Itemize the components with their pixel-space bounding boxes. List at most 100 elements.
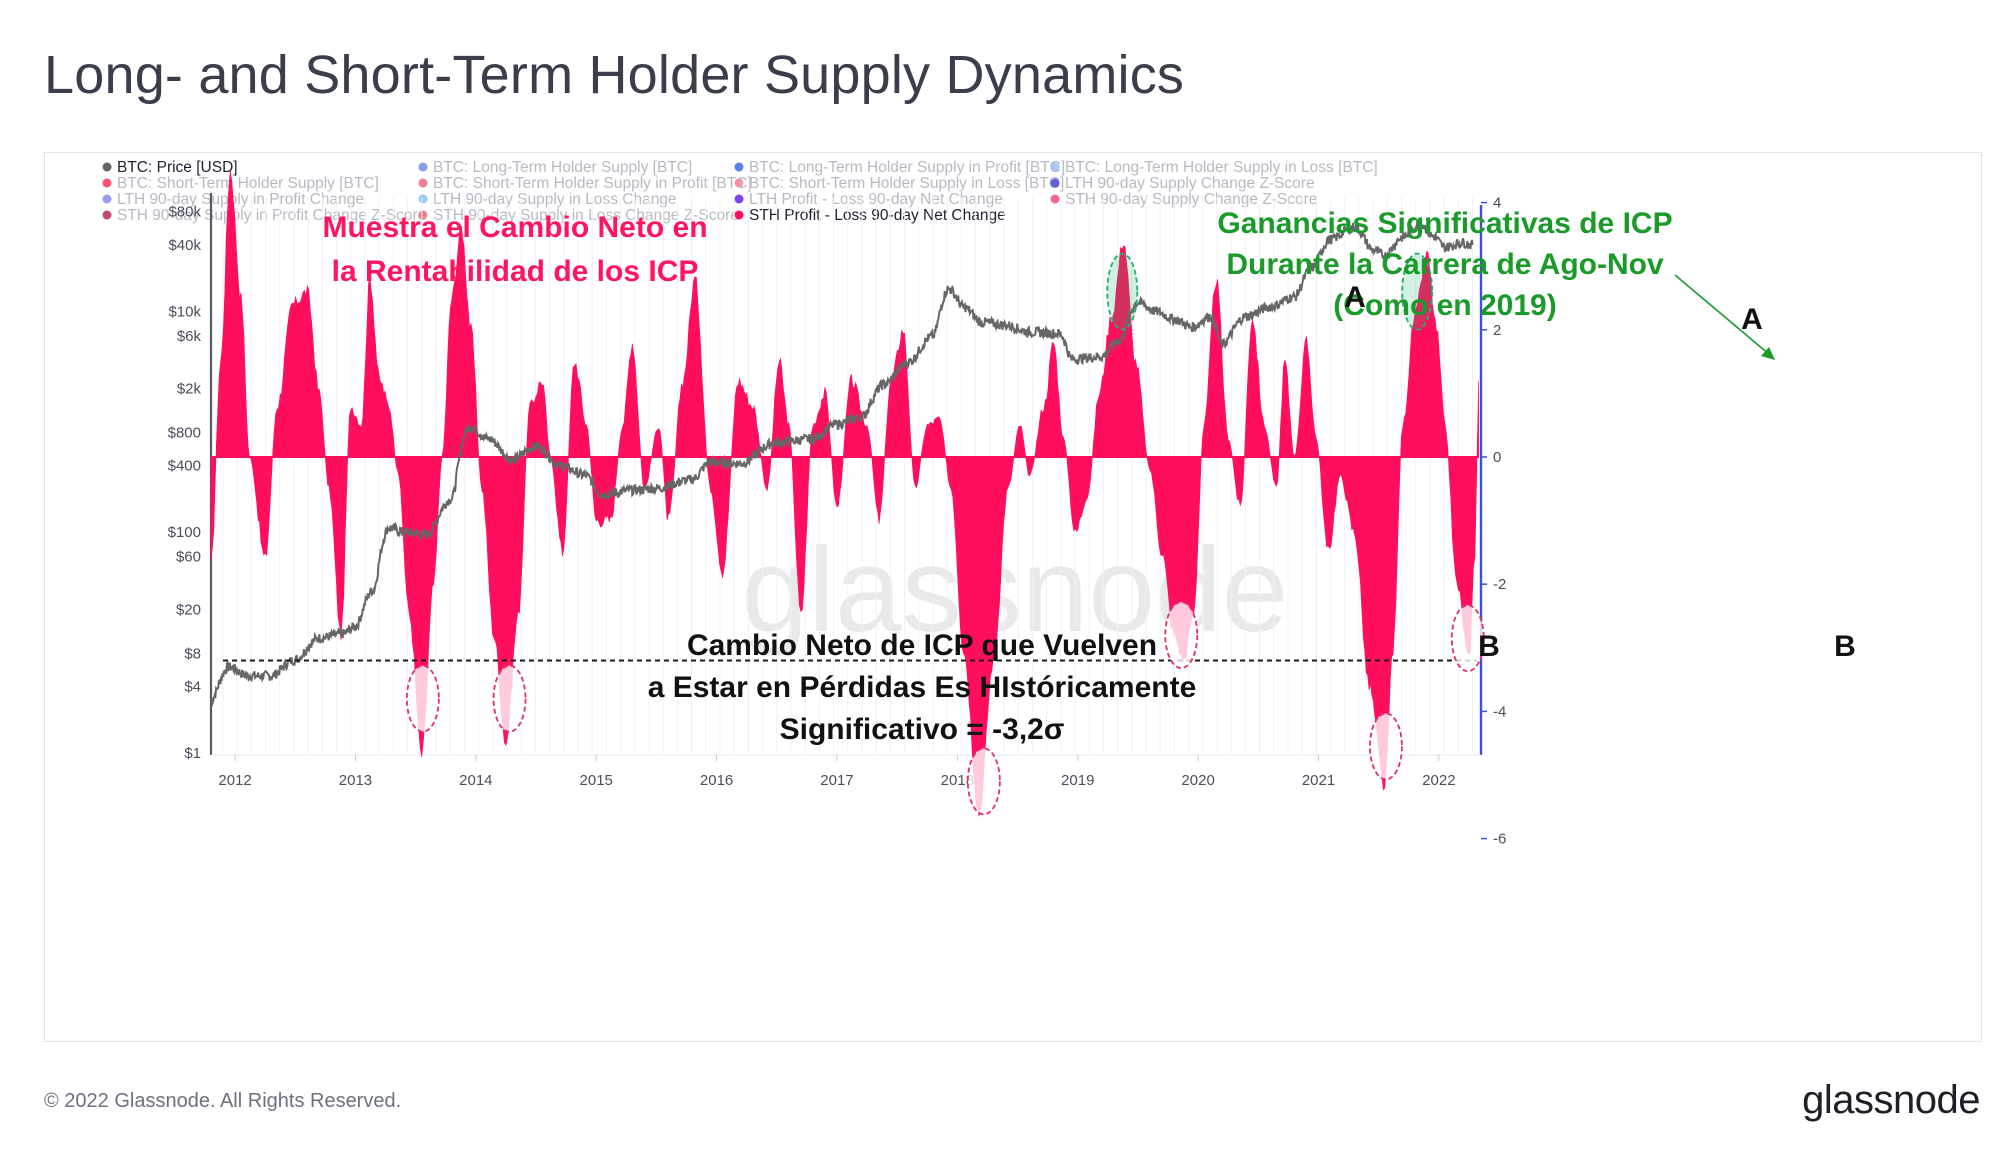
gain-highlight-ellipse xyxy=(1106,252,1139,331)
legend-item[interactable]: LTH 90-day Supply in Loss Change xyxy=(418,191,677,208)
x-tick-label: 2012 xyxy=(218,772,251,789)
legend-label: BTC: Long-Term Holder Supply in Profit [… xyxy=(749,159,1065,176)
highlight-ellipses xyxy=(405,252,1485,816)
chart-panel: BTC: Price [USD] BTC: Long-Term Holder Su… xyxy=(44,152,1982,1042)
label-b: B xyxy=(1834,630,1856,663)
y-left-tick-label: $40k xyxy=(168,237,201,254)
legend-label: STH Profit - Loss 90-day Net Change xyxy=(749,207,1006,224)
y-right-tick-label: 4 xyxy=(1493,195,1501,212)
legend-swatch xyxy=(734,178,744,188)
right-annotation-line: Durante la Carrera de Ago-Nov xyxy=(1226,248,1664,281)
label-b: B xyxy=(1478,630,1500,663)
bottom-annotation-line: Cambio Neto de ICP que Vuelven xyxy=(687,629,1157,662)
x-tick-label: 2015 xyxy=(580,772,613,789)
legend-label: LTH 90-day Supply in Profit Change xyxy=(117,191,364,208)
y-left-tick-label: $800 xyxy=(168,424,201,441)
loss-highlight-ellipse xyxy=(405,664,440,733)
legend-item[interactable]: LTH 90-day Supply in Profit Change xyxy=(102,191,365,208)
y-right-tick-label: -6 xyxy=(1493,831,1506,848)
y-left-tick-label: $6k xyxy=(177,328,202,345)
bottom-annotation-line: Significativo = -3,2σ xyxy=(780,713,1065,746)
loss-highlight-ellipse xyxy=(966,747,1001,816)
right-annotation-line: (Como en 2019) xyxy=(1333,289,1556,322)
right-annotation-line: Ganancias Significativas de ICP xyxy=(1217,207,1672,240)
loss-highlight-ellipse xyxy=(492,664,527,733)
x-tick-label: 2019 xyxy=(1061,772,1094,789)
y-left-tick-label: $400 xyxy=(168,458,201,475)
x-tick-label: 2017 xyxy=(820,772,853,789)
legend-item[interactable]: BTC: Long-Term Holder Supply in Profit [… xyxy=(734,159,1066,176)
legend-item[interactable]: STH 90-day Supply in Profit Change Z-Sco… xyxy=(102,207,427,224)
legend-label: STH 90-day Supply in Profit Change Z-Sco… xyxy=(117,207,426,224)
legend-item[interactable]: BTC: Price [USD] xyxy=(102,159,238,176)
legend-swatch xyxy=(102,178,112,188)
y-right-tick-label: 0 xyxy=(1493,449,1501,466)
bottom-annotation-line: a Estar en Pérdidas Es HIstóricamente xyxy=(648,671,1197,704)
label-a: A xyxy=(1344,281,1366,314)
copyright: © 2022 Glassnode. All Rights Reserved. xyxy=(44,1090,402,1112)
x-tick-label: 2021 xyxy=(1302,772,1335,789)
loss-highlight-ellipse xyxy=(1164,601,1199,669)
legend-item[interactable]: LTH Profit - Loss 90-day Net Change xyxy=(734,191,1003,208)
annotations: Muestra el Cambio Neto en la Rentabilidad… xyxy=(322,207,1855,746)
legend-label: STH 90-day Supply in Loss Change Z-Score xyxy=(433,207,739,224)
y-left-tick-label: $60 xyxy=(176,549,201,566)
legend-label: BTC: Long-Term Holder Supply [BTC] xyxy=(433,159,692,176)
x-tick-label: 2014 xyxy=(459,772,492,789)
legend-item[interactable]: BTC: Short-Term Holder Supply [BTC] xyxy=(102,175,379,192)
y-left-tick-label: $20 xyxy=(176,601,201,618)
legend-label: BTC: Short-Term Holder Supply in Loss [B… xyxy=(749,175,1064,192)
y-left-tick-label: $10k xyxy=(168,303,201,320)
loss-highlight-ellipse xyxy=(1369,712,1403,781)
legend-item[interactable]: BTC: Long-Term Holder Supply [BTC] xyxy=(418,159,693,176)
legend-label: STH 90-day Supply Change Z-Score xyxy=(1065,191,1317,208)
y-left-tick-label: $80k xyxy=(168,204,201,221)
x-tick-label: 2018 xyxy=(941,772,974,789)
legend-swatch xyxy=(102,210,112,220)
legend-swatch xyxy=(734,210,744,220)
legend-swatch xyxy=(734,194,744,204)
legend-item[interactable]: STH Profit - Loss 90-day Net Change xyxy=(734,207,1006,224)
legend-swatch xyxy=(102,162,112,172)
btc-price-line xyxy=(210,218,1474,708)
x-tick-label: 2013 xyxy=(339,772,372,789)
legend-label: LTH 90-day Supply Change Z-Score xyxy=(1065,175,1315,192)
annotation-arrowhead xyxy=(1761,347,1775,360)
x-tick-label: 2016 xyxy=(700,772,733,789)
x-tick-label: 2022 xyxy=(1422,772,1455,789)
legend-label: BTC: Price [USD] xyxy=(117,159,238,176)
left-annotation-line: Muestra el Cambio Neto en xyxy=(322,211,707,244)
legend-swatch xyxy=(1050,178,1060,188)
gain-highlight-ellipse xyxy=(1401,252,1434,331)
legend-item[interactable]: STH 90-day Supply Change Z-Score xyxy=(1050,191,1318,208)
legend-label: BTC: Long-Term Holder Supply in Loss [BT… xyxy=(1065,159,1378,176)
legend-label: BTC: Short-Term Holder Supply in Profit … xyxy=(433,175,752,192)
btc-price-path xyxy=(210,218,1474,708)
legend-item[interactable]: BTC: Short-Term Holder Supply in Profit … xyxy=(418,175,752,192)
legend-item[interactable]: STH 90-day Supply in Loss Change Z-Score xyxy=(418,207,739,224)
left-annotation-line: la Rentabilidad de los ICP xyxy=(332,255,699,288)
y-left-tick-label: $1 xyxy=(184,745,201,762)
y-right-tick-label: 2 xyxy=(1493,322,1501,339)
chart-svg[interactable]: BTC: Price [USD] BTC: Long-Term Holder Su… xyxy=(45,153,1983,1043)
glassnode-logo: glassnode xyxy=(1802,1078,1980,1122)
y-right-tick-label: -4 xyxy=(1493,703,1506,720)
y-left-tick-label: $8 xyxy=(184,645,201,662)
legend-item[interactable]: BTC: Short-Term Holder Supply in Loss [B… xyxy=(734,175,1065,192)
y-right-tick-label: -2 xyxy=(1493,576,1506,593)
legend-swatch xyxy=(1050,162,1060,172)
legend-swatch xyxy=(418,178,428,188)
y-left-tick-label: $4 xyxy=(184,679,201,696)
y-left-tick-label: $100 xyxy=(168,524,201,541)
legend-item[interactable]: LTH 90-day Supply Change Z-Score xyxy=(1050,175,1315,192)
legend-item[interactable]: BTC: Long-Term Holder Supply in Loss [BT… xyxy=(1050,159,1378,176)
chart-legend: BTC: Price [USD] BTC: Long-Term Holder Su… xyxy=(102,159,1378,224)
annotation-arrow xyxy=(1674,274,1771,356)
legend-swatch xyxy=(418,210,428,220)
page-title: Long- and Short-Term Holder Supply Dynam… xyxy=(44,45,1185,105)
legend-swatch xyxy=(1050,194,1060,204)
y-left-tick-label: $2k xyxy=(177,381,202,398)
label-a: A xyxy=(1741,303,1763,336)
x-tick-label: 2020 xyxy=(1181,772,1214,789)
legend-swatch xyxy=(102,194,112,204)
